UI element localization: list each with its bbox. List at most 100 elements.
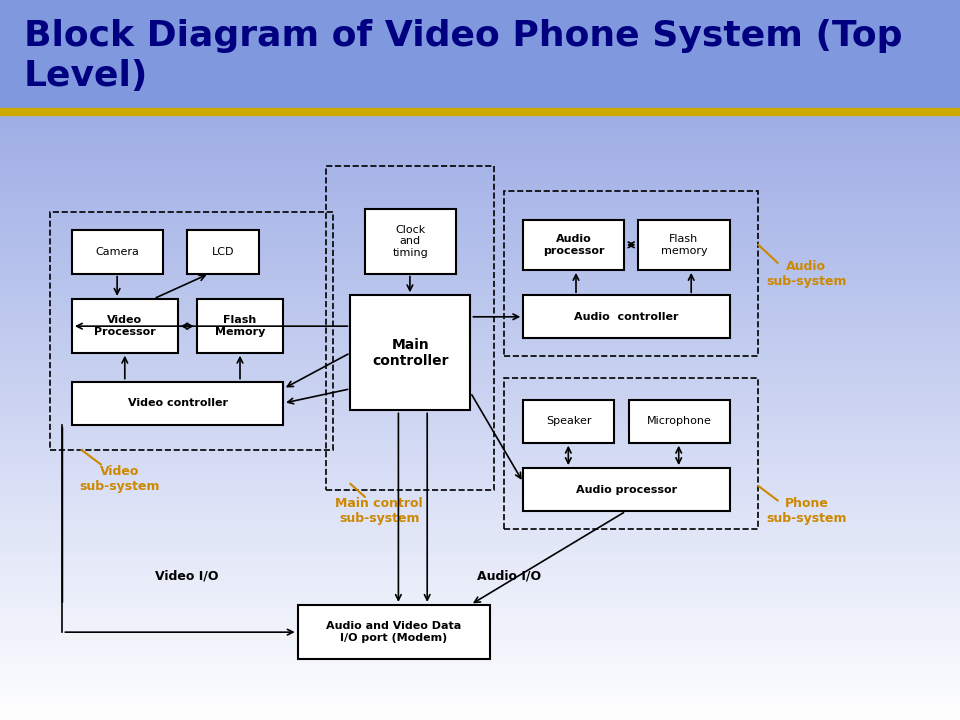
Text: Audio I/O: Audio I/O: [477, 570, 540, 582]
Bar: [0, 72, 960, 79]
Text: Audio and Video Data
I/O port (Modem): Audio and Video Data I/O port (Modem): [326, 621, 461, 642]
Bar: [0, 446, 960, 454]
Bar: [0, 454, 960, 461]
Bar: [0, 576, 960, 583]
Bar: [0, 670, 960, 677]
Bar: [0, 360, 960, 367]
Bar: [72, 230, 163, 274]
Bar: [0, 259, 960, 266]
Text: Video I/O: Video I/O: [156, 570, 219, 582]
Bar: [0, 605, 960, 612]
Bar: [0, 626, 960, 634]
Bar: [0, 482, 960, 490]
Bar: [0, 389, 960, 396]
Bar: [0, 130, 960, 137]
Bar: [0, 266, 960, 274]
Bar: [0, 374, 960, 382]
Bar: [197, 299, 283, 353]
Bar: [0, 612, 960, 619]
Bar: [0, 86, 960, 94]
Bar: [504, 191, 758, 356]
Bar: [0, 547, 960, 554]
Bar: [0, 634, 960, 641]
Text: Video
sub-system: Video sub-system: [80, 465, 160, 492]
Bar: [523, 468, 730, 511]
Bar: [0, 245, 960, 252]
Text: Main control
sub-system: Main control sub-system: [335, 498, 423, 525]
Bar: [0, 396, 960, 403]
Text: Phone
sub-system: Phone sub-system: [766, 498, 847, 525]
Bar: [0, 166, 960, 173]
Bar: [326, 166, 494, 490]
Bar: [0, 115, 960, 122]
Bar: [0, 410, 960, 418]
Bar: [350, 295, 470, 410]
Bar: [0, 677, 960, 684]
Bar: [0, 324, 960, 331]
Bar: [0, 655, 960, 662]
Bar: [0, 331, 960, 338]
Text: Block Diagram of Video Phone System (Top
Level): Block Diagram of Video Phone System (Top…: [24, 19, 902, 93]
Bar: [0, 137, 960, 144]
Bar: [0, 223, 960, 230]
Bar: [0, 7, 960, 14]
Bar: [0, 274, 960, 281]
Bar: [523, 220, 624, 270]
Bar: [0, 302, 960, 310]
Bar: [0, 540, 960, 547]
Text: Video
Processor: Video Processor: [94, 315, 156, 337]
Bar: [0, 684, 960, 691]
Bar: [0, 497, 960, 504]
Bar: [0, 173, 960, 180]
Bar: [0, 0, 960, 112]
Bar: [0, 101, 960, 108]
Bar: [0, 562, 960, 569]
Bar: [0, 230, 960, 238]
Bar: [0, 518, 960, 526]
Bar: [0, 29, 960, 36]
Bar: [0, 425, 960, 432]
Bar: [0, 158, 960, 166]
Bar: [0, 187, 960, 194]
Bar: [504, 378, 758, 529]
Bar: [0, 151, 960, 158]
Bar: [0, 418, 960, 425]
Bar: [0, 288, 960, 295]
Bar: [0, 367, 960, 374]
Bar: [50, 212, 333, 450]
Bar: [0, 382, 960, 389]
Bar: [0, 403, 960, 410]
Bar: [298, 605, 490, 659]
Bar: [72, 382, 283, 425]
Bar: [0, 295, 960, 302]
Bar: [0, 310, 960, 317]
Bar: [0, 490, 960, 497]
Bar: [0, 468, 960, 475]
Bar: [523, 295, 730, 338]
Text: Audio  controller: Audio controller: [574, 312, 679, 322]
Bar: [0, 648, 960, 655]
Bar: [0, 461, 960, 468]
Bar: [0, 238, 960, 245]
Bar: [365, 209, 456, 274]
Text: Camera: Camera: [96, 247, 139, 257]
Bar: [0, 317, 960, 324]
Bar: [0, 353, 960, 360]
Bar: [629, 400, 730, 443]
Text: Flash
Memory: Flash Memory: [215, 315, 265, 337]
Bar: [0, 79, 960, 86]
Bar: [0, 202, 960, 209]
Bar: [523, 400, 614, 443]
Bar: [187, 230, 259, 274]
Bar: [0, 439, 960, 446]
Bar: [0, 22, 960, 29]
Bar: [0, 50, 960, 58]
Text: Video controller: Video controller: [128, 398, 228, 408]
Bar: [0, 43, 960, 50]
Bar: [0, 58, 960, 65]
Bar: [0, 252, 960, 259]
Bar: [0, 504, 960, 511]
Bar: [0, 14, 960, 22]
Text: Speaker: Speaker: [546, 416, 591, 426]
Bar: [0, 94, 960, 101]
